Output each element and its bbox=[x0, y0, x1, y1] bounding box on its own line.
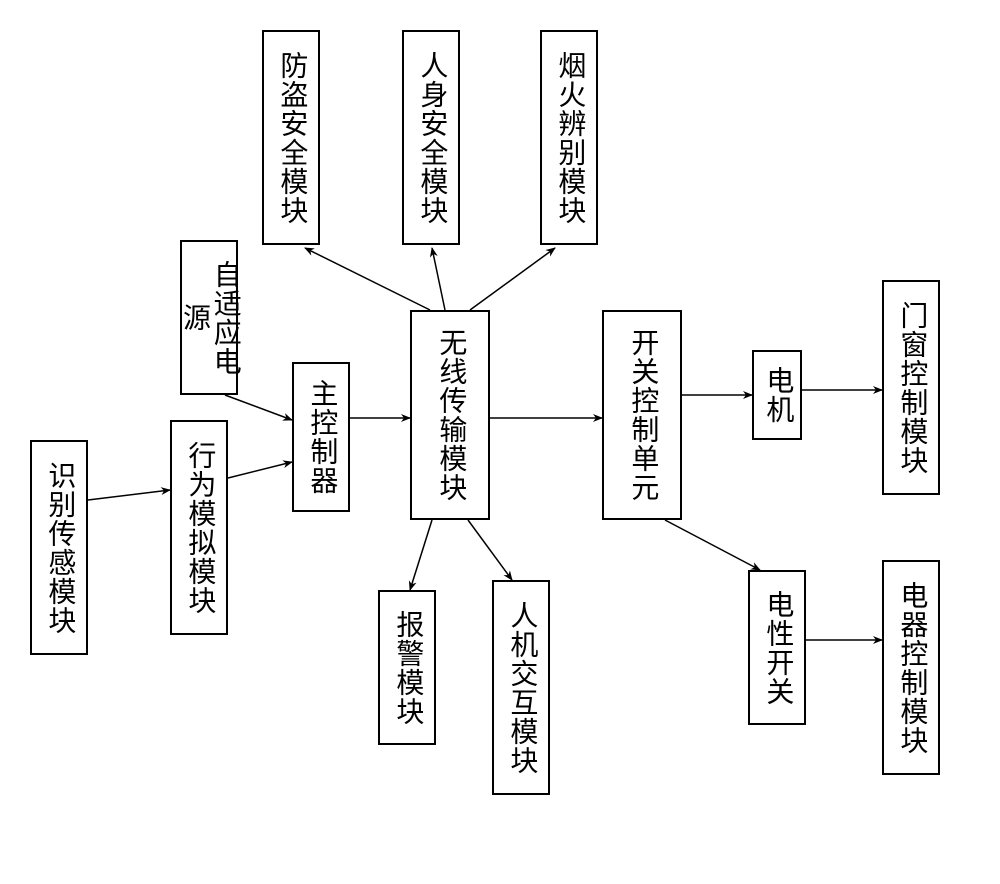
node-label: 开关控制单元 bbox=[627, 328, 658, 502]
node-label: 门窗控制模块 bbox=[896, 301, 927, 475]
node-label: 无线传输模块 bbox=[435, 328, 466, 502]
node-label: 电性开关 bbox=[762, 590, 793, 706]
edge-8 bbox=[88, 490, 170, 500]
node-n14: 电性开关 bbox=[748, 570, 806, 725]
node-n12: 报警模块 bbox=[378, 590, 436, 745]
node-n9: 门窗控制模块 bbox=[882, 280, 940, 495]
edge-1 bbox=[432, 248, 445, 310]
edge-3 bbox=[225, 395, 292, 420]
node-n7: 开关控制单元 bbox=[602, 310, 682, 520]
node-label: 防盗安全模块 bbox=[276, 51, 307, 225]
node-n6: 无线传输模块 bbox=[410, 310, 490, 520]
node-label: 烟火辨别模块 bbox=[554, 51, 585, 225]
node-label: 电器控制模块 bbox=[896, 581, 927, 755]
node-n10: 识别传感模块 bbox=[30, 440, 88, 655]
node-n4: 自适应电源 bbox=[180, 240, 238, 395]
node-label: 人机交互模块 bbox=[506, 601, 537, 775]
edge-12 bbox=[665, 520, 760, 570]
node-n15: 电器控制模块 bbox=[882, 560, 940, 775]
edge-9 bbox=[228, 462, 292, 478]
node-label: 人身安全模块 bbox=[416, 51, 447, 225]
node-n13: 人机交互模块 bbox=[492, 580, 550, 795]
node-n3: 烟火辨别模块 bbox=[540, 30, 598, 245]
node-n11: 行为模拟模块 bbox=[170, 420, 228, 635]
node-label: 自适应电源 bbox=[178, 248, 240, 387]
node-label: 行为模拟模块 bbox=[184, 441, 215, 615]
node-label: 识别传感模块 bbox=[44, 461, 75, 635]
edge-2 bbox=[470, 248, 555, 310]
node-label: 电机 bbox=[762, 366, 793, 424]
edge-10 bbox=[410, 520, 432, 590]
node-n1: 防盗安全模块 bbox=[262, 30, 320, 245]
node-label: 报警模块 bbox=[392, 610, 423, 726]
edge-0 bbox=[305, 248, 430, 310]
edge-11 bbox=[468, 520, 512, 580]
node-n5: 主控制器 bbox=[292, 362, 350, 512]
node-n8: 电机 bbox=[752, 350, 802, 440]
node-n2: 人身安全模块 bbox=[402, 30, 460, 245]
node-label: 主控制器 bbox=[306, 379, 337, 495]
